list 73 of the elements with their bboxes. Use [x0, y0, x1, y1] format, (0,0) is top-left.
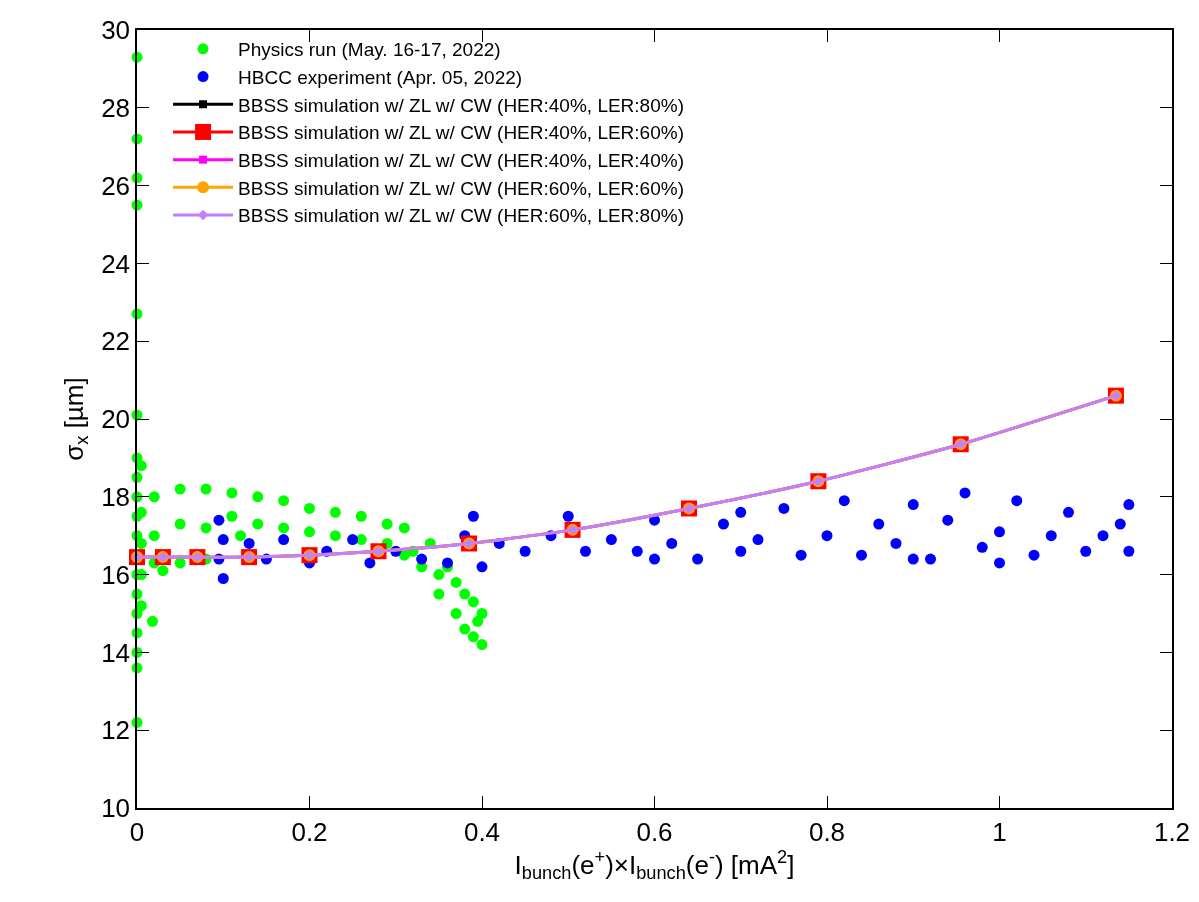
- point: [1114, 518, 1126, 530]
- point: [994, 526, 1005, 538]
- legend-label: BBSS simulation w/ ZL w/ CW (HER:60%, LER:60%): [238, 177, 684, 199]
- point: [1011, 495, 1023, 507]
- point: [692, 553, 704, 565]
- point: [1123, 499, 1135, 511]
- point: [217, 534, 229, 546]
- y-tick-label: 10: [101, 793, 131, 824]
- point: [907, 499, 919, 511]
- y-tick-label: 28: [101, 92, 131, 123]
- point: [631, 545, 643, 557]
- point: [778, 502, 790, 514]
- point: [213, 514, 225, 526]
- y-tick-label: 18: [101, 481, 131, 512]
- point: [856, 549, 867, 561]
- point: [795, 549, 807, 561]
- point: [467, 510, 479, 522]
- point: [890, 537, 902, 549]
- point: [217, 572, 229, 584]
- point: [666, 537, 678, 549]
- point: [735, 545, 747, 557]
- point: [959, 487, 971, 499]
- point: [976, 541, 988, 553]
- point: [519, 545, 531, 557]
- x-tick-label: 0.6: [636, 816, 673, 847]
- point: [416, 553, 428, 565]
- point: [735, 506, 747, 518]
- point: [605, 534, 617, 546]
- text: I$_{bunch}$(e$^{+}$)×I$_{bunch}$(e$^{-}$) [mA$^{2}$]: [514, 846, 795, 884]
- point: [562, 510, 574, 522]
- legend-label: BBSS simulation w/ ZL w/ CW (HER:40%, LER:80%): [238, 94, 684, 116]
- y-tick-label: 12: [101, 715, 131, 746]
- x-tick-label: 0.4: [463, 816, 501, 847]
- x-tick-label: 0.2: [291, 816, 328, 847]
- point: [1080, 545, 1092, 557]
- point: [442, 557, 453, 569]
- x-tick-label: 1: [992, 816, 1007, 847]
- legend-label: HBCC experiment (Apr. 05, 2022): [238, 66, 523, 88]
- y-tick-label: 24: [101, 248, 131, 279]
- y-tick-label: 30: [101, 15, 131, 46]
- point: [1045, 530, 1057, 542]
- legend-label: BBSS simulation w/ ZL w/ CW (HER:40%, LER:60%): [238, 122, 684, 144]
- point: [1063, 506, 1074, 518]
- point: [1123, 545, 1135, 557]
- y-tick-label: 16: [101, 559, 131, 590]
- point: [1097, 530, 1109, 542]
- point: [994, 557, 1005, 569]
- point: [364, 557, 376, 569]
- x-tick-label: 1.2: [1153, 816, 1191, 847]
- point: [873, 518, 885, 530]
- point: [278, 534, 290, 546]
- point: [476, 561, 488, 573]
- point: [580, 545, 591, 557]
- point: [1028, 549, 1040, 561]
- y-tick-label: 20: [101, 404, 131, 435]
- x-tick-label: 0.8: [808, 816, 846, 847]
- point: [718, 518, 729, 530]
- point: [942, 514, 954, 526]
- legend-label: BBSS simulation w/ ZL w/ CW (HER:60%, LER:80%): [238, 205, 684, 227]
- legend-label: Physics run (May. 16-17, 2022): [238, 39, 501, 61]
- point: [907, 553, 919, 565]
- y-tick-label: 26: [101, 170, 131, 201]
- point: [347, 534, 359, 546]
- y-tick-label: 22: [101, 326, 131, 357]
- point: [243, 537, 255, 549]
- point: [752, 534, 764, 546]
- point: [838, 495, 850, 507]
- x-tick-label: 0: [129, 816, 145, 847]
- legend-label: BBSS simulation w/ ZL w/ CW (HER:40%, LER:40%): [238, 150, 684, 172]
- point: [649, 553, 660, 565]
- y-tick-label: 14: [101, 637, 131, 668]
- point: [925, 553, 936, 565]
- point: [821, 530, 833, 542]
